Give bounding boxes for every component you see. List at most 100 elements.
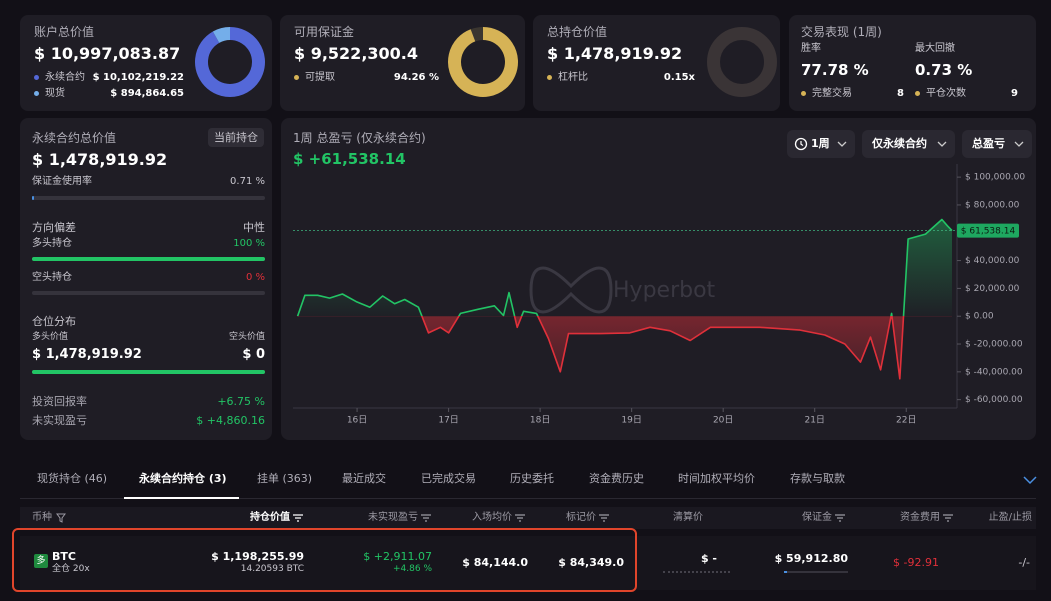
label: 空头持仓 (32, 272, 72, 283)
table-row (20, 536, 1036, 590)
dropdown-label: 仅永续合约 (872, 137, 927, 150)
value: +6.75 % (217, 395, 265, 408)
label: 空头价值 (228, 332, 265, 342)
pnl-pct: +4.86 % (393, 564, 432, 574)
graphic (515, 514, 525, 522)
graphic (195, 27, 265, 97)
highlight-box (12, 528, 637, 592)
tab[interactable]: 历史委托 (510, 472, 554, 485)
stat-label: 胜率 (801, 43, 821, 54)
legend-dot (547, 75, 552, 80)
dropdown-button[interactable]: 总盈亏 (962, 130, 1032, 158)
progress-fill (32, 257, 265, 261)
funding: $ -92.91 (893, 556, 939, 569)
stat-value: 0.73 % (915, 61, 973, 79)
column-header: 币种 (32, 512, 52, 523)
card-title: 账户总价值 (34, 25, 95, 39)
row-value: $ 894,864.65 (110, 88, 184, 99)
graphic (1023, 476, 1037, 485)
mark-price: $ 84,349.0 (558, 556, 624, 569)
y-tick-label: $ -40,000.00 (965, 367, 1023, 377)
tab[interactable]: 最近成交 (342, 472, 386, 485)
panel-title: 永续合约总价值 (32, 131, 117, 145)
x-tick-label: 18日 (530, 415, 550, 426)
summary-card: 总持仓价值 $ 1,478,919.92 杠杆比 0.15x (533, 15, 780, 111)
y-tick-label: $ 40,000.00 (965, 256, 1020, 266)
label: 方向偏差 (32, 221, 76, 234)
watermark: Hyperbot (613, 278, 716, 303)
filter-icon (56, 513, 66, 523)
liquidation-price: $ - (700, 552, 717, 565)
value: 100 % (233, 238, 265, 249)
summary-card: 账户总价值 $ 10,997,083.87 永续合约 $ 10,102,219.22 现… (20, 15, 272, 111)
watermark-logo (529, 266, 613, 314)
row-label: 永续合约 (45, 72, 85, 83)
margin-mode: 全仓 20x (52, 564, 90, 574)
tab-divider (20, 498, 1036, 499)
graphic (835, 514, 845, 522)
chart-title: 1周 总盈亏 (仅永续合约) (293, 131, 426, 145)
graphic (448, 27, 518, 97)
tab-underline (124, 497, 239, 499)
graphic (794, 137, 847, 151)
donut-segment (448, 27, 518, 97)
card-title: 交易表现 (1周) (801, 25, 882, 39)
pnl: $ +2,911.07 (363, 550, 432, 563)
x-tick-label: 22日 (896, 415, 916, 426)
column-header: 未实现盈亏 (368, 512, 418, 523)
legend-dot (34, 75, 39, 80)
y-tick-label: $ 0.00 (965, 312, 994, 322)
section-title: 仓位分布 (32, 315, 76, 328)
donut-segment (195, 27, 265, 97)
panel-value: $ 1,478,919.92 (32, 150, 168, 169)
chevron (1014, 141, 1024, 147)
position-value: $ 1,198,255.99 (211, 550, 304, 563)
tab[interactable]: 现货持仓 (46) (37, 472, 108, 485)
tab[interactable]: 时间加权平均价 (678, 472, 755, 485)
pnl-line (296, 218, 953, 380)
column-header: 资金费用 (900, 512, 940, 523)
row-label: 平仓次数 (926, 88, 966, 99)
tab[interactable]: 资金费历史 (589, 472, 644, 485)
sort-icon (515, 514, 525, 522)
graphic: Hyperbot$ 100,000.00$ 80,000.00$ 60,000.… (293, 164, 1025, 426)
donut-track (470, 27, 484, 42)
label: 未实现盈亏 (32, 414, 87, 427)
perp-panel: 永续合约总价值 当前持仓 $ 1,478,919.92 保证金使用率 0.71 % 方向偏… (20, 118, 272, 440)
tab[interactable]: 挂单 (363) (257, 472, 313, 485)
position-size: 14.20593 BTC (240, 564, 304, 574)
x-tick-label: 20日 (713, 415, 733, 426)
sort-icon (599, 514, 609, 522)
label: 多头持仓 (32, 238, 72, 249)
tab[interactable]: 永续合约持仓 (3) (139, 472, 227, 485)
dropdown-button[interactable]: 1周 (787, 130, 855, 158)
sort-icon (421, 514, 431, 522)
donut-ring (707, 27, 777, 97)
dropdown-button[interactable]: 仅永续合约 (862, 130, 955, 158)
margin: $ 59,912.80 (774, 552, 848, 565)
tab[interactable]: 已完成交易 (421, 472, 476, 485)
summary-card: 交易表现 (1周) 胜率 77.78 % 最大回撤 0.73 % 完整交易 8 平仓次数 9 (789, 15, 1036, 111)
graphic (707, 27, 777, 97)
summary-card: 可用保证金 $ 9,522,300.4 可提取 94.26 % (280, 15, 525, 111)
tab[interactable]: 存款与取款 (790, 472, 845, 485)
graphic (293, 514, 303, 522)
table-header-row (20, 507, 1036, 529)
label: 投资回报率 (32, 395, 87, 408)
graphic (937, 141, 947, 147)
chart-subtitle: $ +61,538.14 (293, 150, 406, 168)
graphic (1014, 141, 1024, 147)
clock-icon (794, 137, 808, 151)
row-value: $ 10,102,219.22 (92, 72, 184, 83)
expand-chevron (1023, 476, 1037, 485)
card-value: $ 1,478,919.92 (547, 44, 683, 63)
sort-icon (943, 514, 953, 522)
clock-icon (800, 141, 804, 147)
value: $ +4,860.16 (196, 414, 265, 427)
value: 中性 (243, 221, 265, 234)
graphic (599, 514, 609, 522)
label: 保证金使用率 (32, 176, 92, 187)
column-header: 止盈/止损 (988, 512, 1032, 523)
y-tick-label: $ 100,000.00 (965, 173, 1025, 183)
coin[interactable]: BTC (52, 550, 76, 563)
